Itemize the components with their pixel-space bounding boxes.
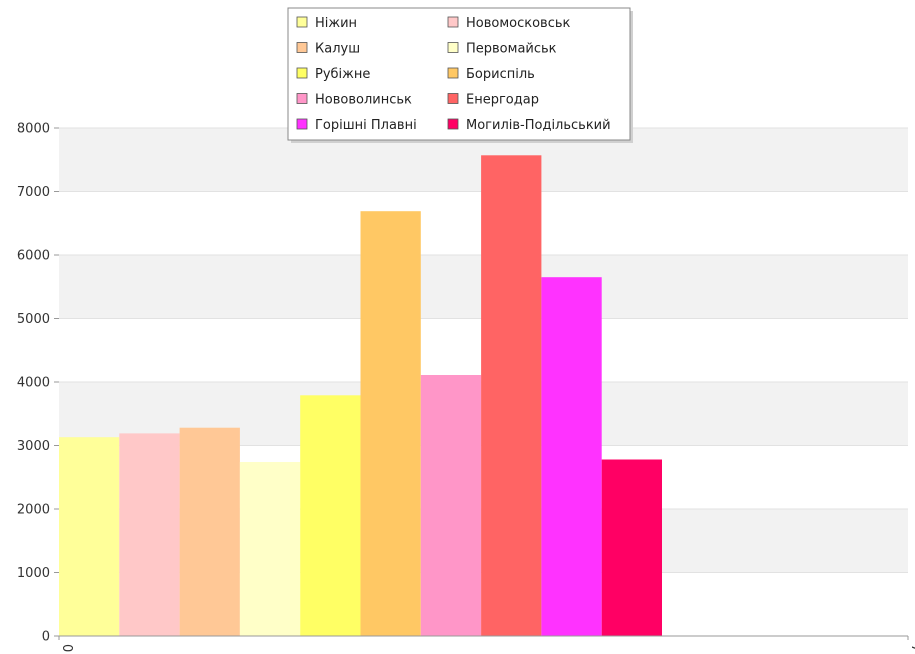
bar-10 (601, 459, 662, 636)
y-tick-label: 7000 (17, 185, 50, 200)
legend-box (287, 7, 631, 141)
legend-swatch (296, 42, 308, 53)
bar-1 (59, 437, 120, 636)
bar-6 (360, 211, 421, 636)
bar-3 (179, 427, 240, 636)
legend-label: Рубіжне (315, 67, 370, 82)
bar-4 (239, 462, 301, 636)
y-tick-label: 3000 (17, 439, 50, 454)
y-tick-label: 4000 (17, 376, 50, 391)
legend-label: Бориспіль (466, 67, 535, 82)
y-tick-label: 1000 (17, 566, 50, 581)
legend-label: Нововолинськ (315, 93, 412, 108)
legend: Ніжин Новомосковськ Калуш Первомайськ Рубіжн… (287, 7, 633, 143)
legend-label: Первомайськ (466, 42, 557, 57)
bars (59, 155, 662, 637)
y-tick-label: 0 (42, 630, 50, 645)
bar-5 (300, 395, 361, 636)
legend-label: Горішні Плавні (315, 118, 417, 133)
legend-swatch (296, 67, 308, 79)
bar-2 (119, 433, 180, 636)
legend-label: Ніжин (315, 16, 357, 31)
legend-label: Новомосковськ (466, 16, 571, 31)
legend-swatch (296, 118, 308, 130)
legend-swatch (447, 67, 459, 79)
y-tick-label: 5000 (17, 312, 50, 327)
x-tick-label: 0 (59, 644, 74, 652)
axes: 0 1000 2000 3000 4000 5000 6000 7000 8000 0 7 (17, 122, 915, 653)
y-tick-label: 6000 (17, 249, 50, 264)
legend-label: Калуш (315, 42, 360, 57)
legend-label: Енергодар (466, 93, 539, 108)
x-tick-label: 7 (908, 644, 915, 652)
legend-label: Могилів-Подільський (466, 118, 611, 133)
legend-swatch (447, 93, 459, 104)
bar-9 (541, 277, 602, 636)
y-tick-label: 2000 (17, 503, 50, 518)
legend-swatch (447, 16, 459, 28)
bar-7 (420, 375, 482, 636)
legend-swatch (296, 93, 308, 104)
legend-swatch (447, 42, 459, 53)
legend-swatch (296, 16, 308, 28)
y-tick-label: 8000 (17, 122, 50, 137)
legend-swatch (447, 118, 459, 130)
bar-8 (481, 155, 542, 637)
